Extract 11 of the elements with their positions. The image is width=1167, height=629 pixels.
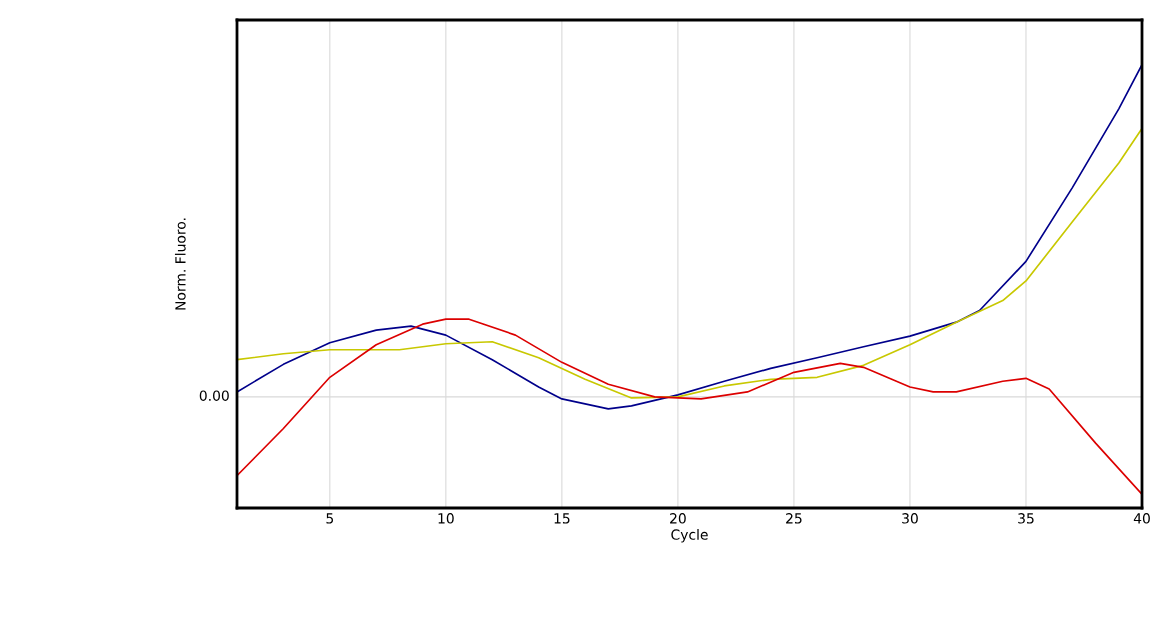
- y-axis-title: Norm. Fluoro.: [174, 218, 186, 310]
- x-tick-label: 5: [326, 513, 334, 524]
- x-tick-label: 20: [670, 513, 686, 524]
- x-tick-label: 25: [786, 513, 802, 524]
- x-tick-label: 30: [902, 513, 918, 524]
- ref-line-label: 0.00: [199, 390, 229, 401]
- x-tick-label: 15: [554, 513, 570, 524]
- x-tick-label: 40: [1133, 513, 1150, 524]
- x-axis-title: Cycle: [671, 529, 708, 543]
- x-tick-label: 35: [1018, 513, 1034, 524]
- x-tick-label: 10: [438, 513, 454, 524]
